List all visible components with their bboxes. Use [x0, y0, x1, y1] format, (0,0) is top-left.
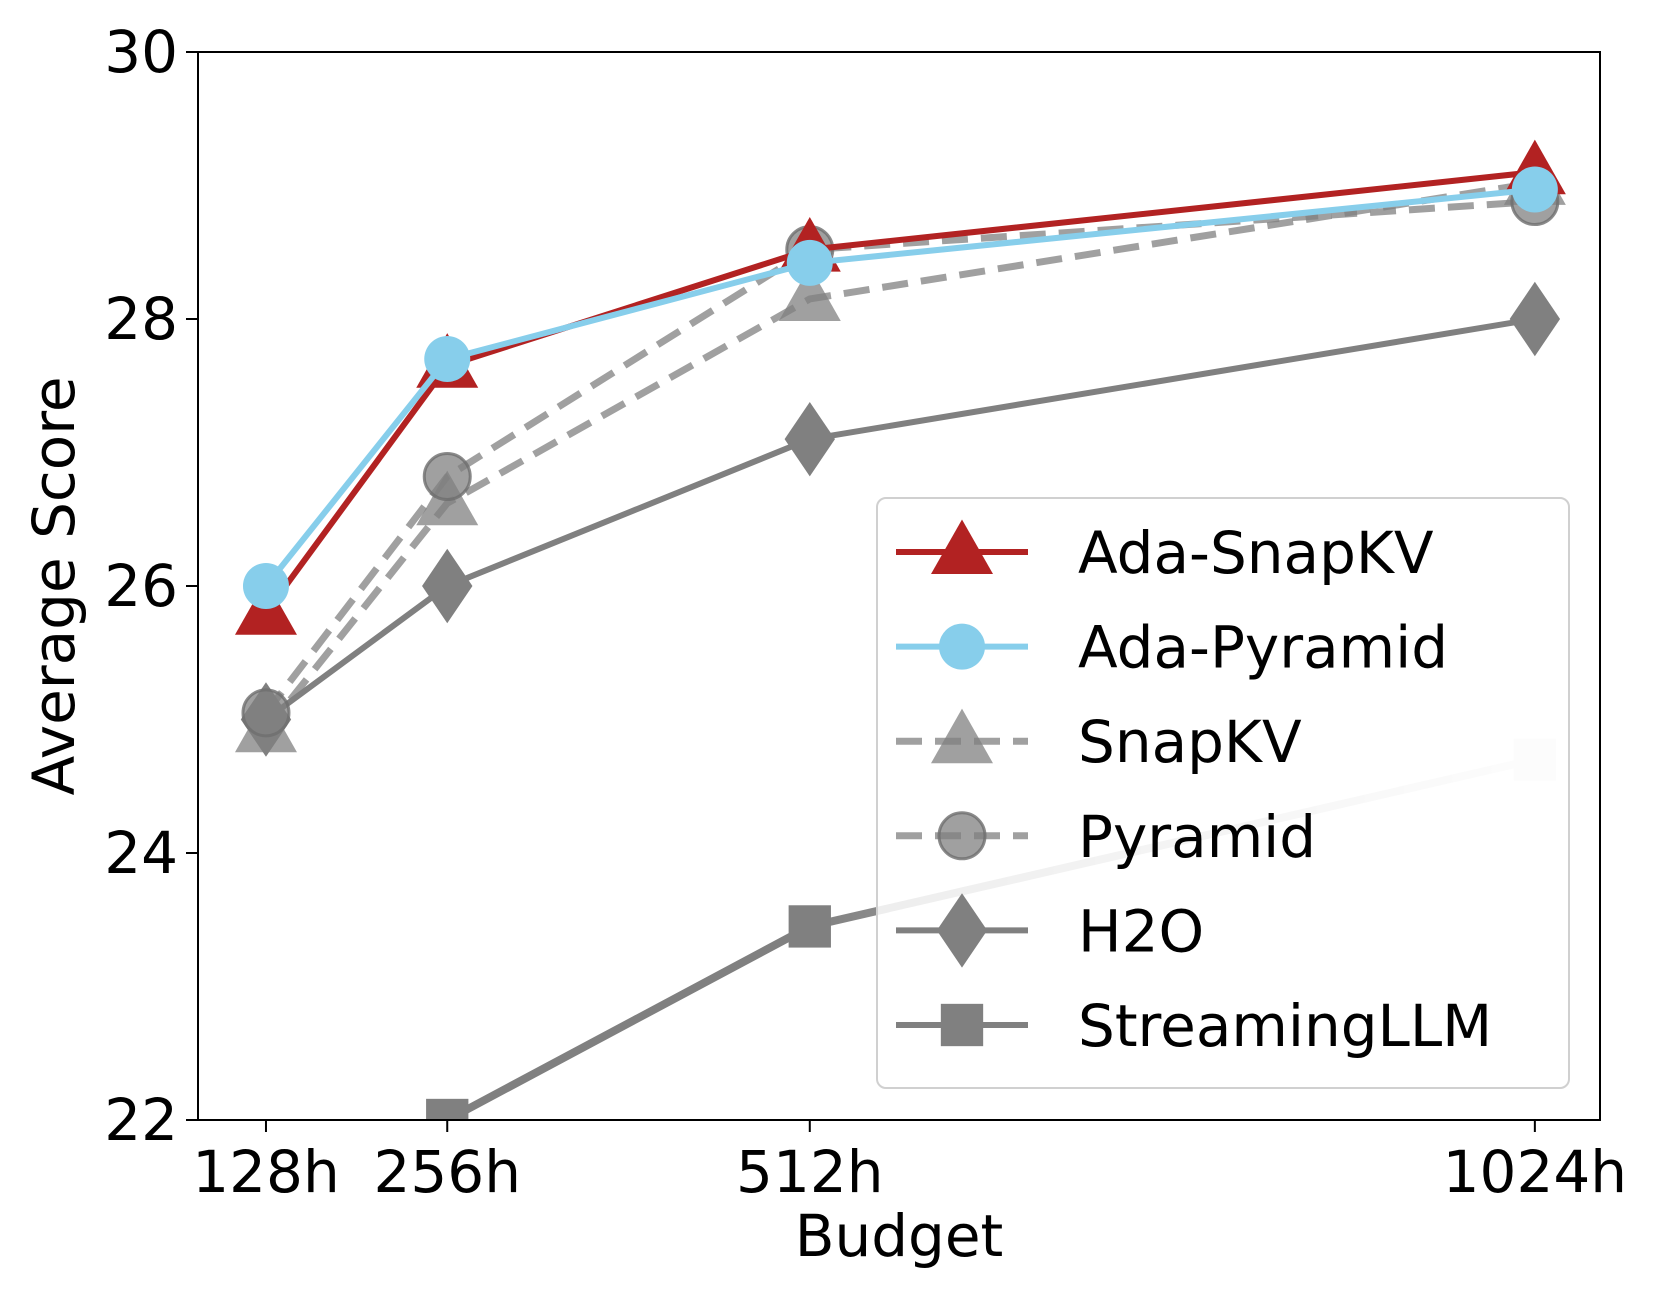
y-axis-label: Average Score [20, 376, 88, 795]
series-ada-pyramid [242, 166, 1558, 609]
data-point-streamingllm [788, 905, 831, 948]
y-tick-label: 24 [104, 819, 178, 887]
legend-label: Ada-Pyramid [1078, 614, 1448, 682]
data-point-streamingllm [426, 1098, 469, 1120]
data-point-ada-pyramid [242, 563, 289, 609]
data-point-h2o [784, 401, 835, 477]
x-tick-label: 256h [374, 1138, 521, 1206]
y-tick-label: 22 [104, 1086, 178, 1154]
data-point-streamingllm [245, 1206, 287, 1248]
legend-marker-streamingllm [940, 1003, 984, 1047]
data-point-ada-pyramid [786, 239, 833, 286]
data-point-ada-pyramid [1511, 166, 1558, 213]
legend-box [876, 497, 1570, 1089]
data-point-pyramid [241, 688, 291, 738]
legend-marker-snapkv [931, 708, 993, 764]
legend-item-ada-pyramid: Ada-Pyramid [896, 614, 1448, 682]
axis-ticks: 22 24 26 28 30 128h 256h 512h 1024h [104, 18, 1627, 1206]
y-tick-label: 28 [104, 285, 178, 353]
data-point-snapkv [778, 266, 841, 322]
series-line-pyramid [263, 198, 1536, 715]
x-tick-label: 512h [736, 1138, 883, 1206]
series-line-ada-pyramid [263, 186, 1536, 588]
legend-label: Pyramid [1078, 803, 1316, 871]
legend: Ada-SnapKV Ada-Pyramid SnapKV Pyramid H2O Str… [876, 497, 1570, 1089]
legend-marker-ada-snapkv [931, 519, 993, 575]
legend-marker-ada-pyramid [939, 623, 985, 670]
data-point-pyramid [422, 452, 472, 502]
series-layer [234, 139, 1566, 1248]
legend-label: H2O [1078, 897, 1204, 965]
legend-item-snapkv: SnapKV [896, 708, 1302, 776]
legend-item-streamingllm: StreamingLLM [896, 992, 1492, 1060]
x-axis-label: Budget [795, 1202, 1004, 1270]
legend-label: StreamingLLM [1078, 992, 1492, 1060]
x-tick-label: 1024h [1443, 1138, 1627, 1206]
y-tick-label: 26 [104, 552, 178, 620]
data-point-ada-pyramid [424, 336, 471, 383]
legend-label: Ada-SnapKV [1078, 519, 1434, 587]
legend-item-pyramid: Pyramid [896, 803, 1316, 871]
series-line-ada-snapkv [263, 169, 1536, 615]
series-line-snapkv [263, 179, 1536, 733]
x-tick-label: 128h [192, 1138, 339, 1206]
legend-item-ada-snapkv: Ada-SnapKV [896, 519, 1434, 587]
legend-marker-pyramid [937, 811, 987, 861]
plot-frame [197, 51, 1601, 1121]
legend-marker-h2o [936, 893, 988, 968]
y-tick-label: 30 [104, 18, 178, 86]
data-point-h2o [422, 548, 473, 624]
legend-item-h2o: H2O [896, 893, 1204, 968]
series-line-streamingllm [439, 922, 812, 1120]
series-line-h2o [264, 316, 1536, 722]
data-point-h2o [1509, 281, 1561, 357]
legend-label: SnapKV [1078, 708, 1302, 776]
